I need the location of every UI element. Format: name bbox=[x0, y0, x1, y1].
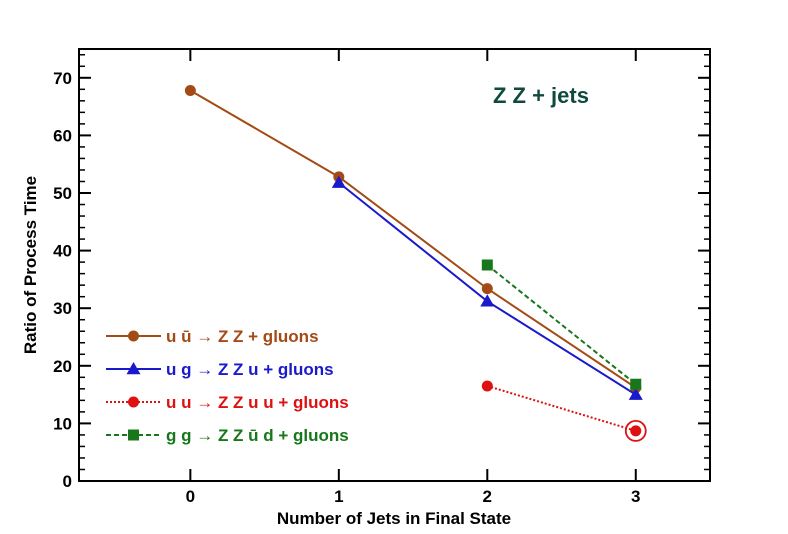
data-point bbox=[630, 425, 642, 437]
data-point bbox=[630, 378, 642, 390]
legend-item-0: u ū → Z Z + gluons bbox=[106, 327, 319, 346]
x-tick-label: 0 bbox=[186, 487, 195, 506]
plot-frame bbox=[78, 48, 711, 482]
legend-marker bbox=[128, 396, 139, 408]
y-tick-label: 0 bbox=[63, 472, 72, 491]
chart-annotation: Z Z + jets bbox=[493, 83, 589, 108]
x-tick-label: 1 bbox=[334, 487, 343, 506]
data-point bbox=[481, 283, 493, 295]
y-tick-label: 30 bbox=[53, 299, 72, 318]
series-line bbox=[189, 89, 637, 389]
y-tick-label: 40 bbox=[53, 242, 72, 261]
data-point bbox=[481, 259, 493, 271]
series-line bbox=[487, 385, 637, 432]
series-line bbox=[486, 264, 637, 386]
legend-label: g g → Z Z ū d + gluons bbox=[166, 426, 349, 445]
x-tick-label: 2 bbox=[483, 487, 492, 506]
series-3 bbox=[481, 259, 642, 390]
series-2 bbox=[481, 380, 647, 442]
y-axis-title: Ratio of Process Time bbox=[21, 176, 40, 354]
legend-marker bbox=[128, 429, 139, 441]
y-tick-label: 50 bbox=[53, 184, 72, 203]
series-0 bbox=[184, 84, 642, 394]
legend-label: u g → Z Z u + gluons bbox=[166, 360, 334, 379]
legend: u ū → Z Z + gluons u g → Z Z u + gluons u … bbox=[106, 327, 349, 445]
x-axis-title: Number of Jets in Final State bbox=[277, 509, 511, 528]
legend-item-3: g g → Z Z ū d + gluons bbox=[106, 426, 349, 445]
y-tick-label: 60 bbox=[53, 126, 72, 145]
legend-item-2: u u → Z Z u u + gluons bbox=[106, 393, 349, 412]
legend-marker bbox=[128, 330, 139, 342]
y-tick-label: 20 bbox=[53, 357, 72, 376]
data-point bbox=[184, 84, 196, 96]
y-tick-label: 10 bbox=[53, 414, 72, 433]
data-point bbox=[480, 294, 495, 307]
legend-marker bbox=[126, 362, 141, 375]
data-point bbox=[331, 175, 346, 188]
data-point bbox=[628, 387, 643, 400]
legend-label: u ū → Z Z + gluons bbox=[166, 327, 319, 346]
x-tick-label: 3 bbox=[631, 487, 640, 506]
data-point bbox=[481, 380, 493, 392]
series-layer bbox=[184, 84, 647, 442]
y-tick-label: 70 bbox=[53, 69, 72, 88]
series-1 bbox=[331, 175, 643, 400]
highlight-ring bbox=[624, 419, 647, 442]
legend-label: u u → Z Z u u + gluons bbox=[166, 393, 349, 412]
legend-item-1: u g → Z Z u + gluons bbox=[106, 360, 334, 379]
axis-ticks: 0 10 20 30 40 50 60 70 0 1 2 3 bbox=[53, 49, 710, 506]
